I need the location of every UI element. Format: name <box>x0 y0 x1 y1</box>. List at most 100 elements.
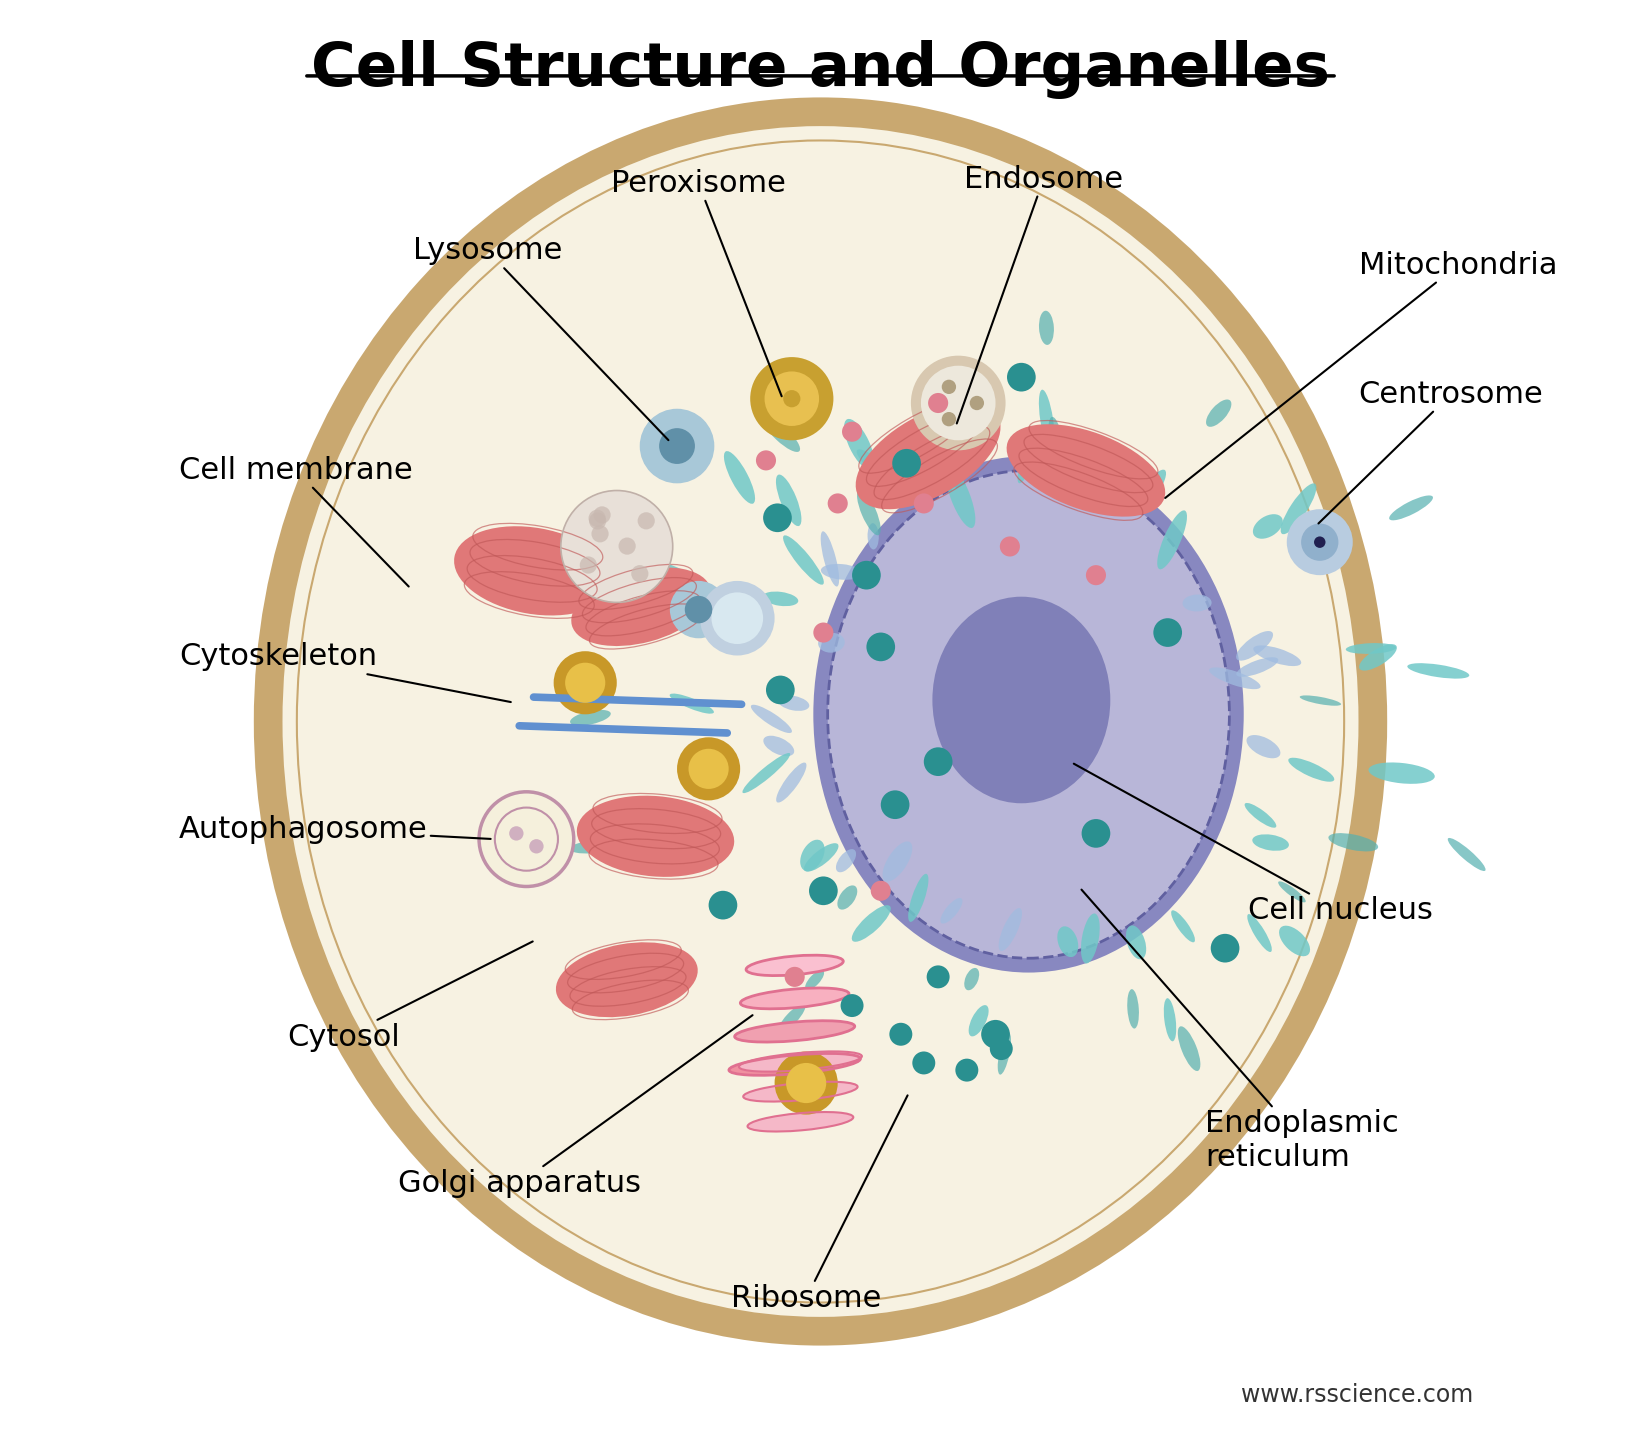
Ellipse shape <box>1280 483 1316 534</box>
Ellipse shape <box>784 967 804 987</box>
Ellipse shape <box>942 413 957 426</box>
Ellipse shape <box>778 696 809 711</box>
Ellipse shape <box>530 840 543 853</box>
Ellipse shape <box>689 749 729 789</box>
Ellipse shape <box>981 1020 1009 1049</box>
Ellipse shape <box>701 582 775 655</box>
Ellipse shape <box>765 371 819 426</box>
Ellipse shape <box>968 1006 988 1036</box>
Text: Endosome: Endosome <box>957 165 1122 423</box>
Ellipse shape <box>1247 913 1272 952</box>
Ellipse shape <box>1236 631 1273 661</box>
Ellipse shape <box>632 566 648 583</box>
Text: Lysosome: Lysosome <box>414 237 668 440</box>
Ellipse shape <box>591 525 609 543</box>
Ellipse shape <box>835 848 857 872</box>
Ellipse shape <box>1163 999 1177 1042</box>
Ellipse shape <box>729 1053 860 1075</box>
Ellipse shape <box>786 1063 825 1102</box>
Ellipse shape <box>1172 911 1195 942</box>
Ellipse shape <box>912 1052 935 1075</box>
Ellipse shape <box>776 762 806 802</box>
Ellipse shape <box>738 1052 862 1072</box>
Ellipse shape <box>1209 668 1260 690</box>
Ellipse shape <box>763 736 794 756</box>
Ellipse shape <box>747 955 843 975</box>
Ellipse shape <box>653 560 711 589</box>
Ellipse shape <box>763 504 793 532</box>
Ellipse shape <box>814 456 1244 973</box>
Ellipse shape <box>1086 566 1106 586</box>
Ellipse shape <box>814 622 834 642</box>
Ellipse shape <box>1081 913 1099 964</box>
Ellipse shape <box>907 874 929 922</box>
Ellipse shape <box>735 1020 855 1042</box>
Ellipse shape <box>763 592 798 606</box>
Ellipse shape <box>750 356 834 440</box>
Ellipse shape <box>1206 400 1231 427</box>
Text: Mitochondria: Mitochondria <box>1165 251 1557 498</box>
Ellipse shape <box>889 1023 912 1046</box>
Ellipse shape <box>990 1038 1012 1061</box>
Ellipse shape <box>254 98 1387 1345</box>
Ellipse shape <box>801 840 825 872</box>
Ellipse shape <box>740 988 848 1009</box>
Ellipse shape <box>1236 657 1278 677</box>
Ellipse shape <box>1408 664 1469 678</box>
Ellipse shape <box>589 512 606 530</box>
Ellipse shape <box>569 841 612 853</box>
Ellipse shape <box>819 633 845 652</box>
Text: Centrosome: Centrosome <box>1318 380 1543 524</box>
Ellipse shape <box>724 452 755 504</box>
Ellipse shape <box>1278 925 1310 957</box>
Ellipse shape <box>1008 362 1035 391</box>
Ellipse shape <box>757 450 776 470</box>
Ellipse shape <box>1346 644 1396 654</box>
Ellipse shape <box>932 597 1111 804</box>
Ellipse shape <box>940 898 963 924</box>
Ellipse shape <box>857 449 903 488</box>
Ellipse shape <box>619 537 635 554</box>
Ellipse shape <box>852 561 881 590</box>
Ellipse shape <box>763 417 801 452</box>
Ellipse shape <box>282 126 1359 1317</box>
Ellipse shape <box>927 965 950 988</box>
Ellipse shape <box>1301 524 1339 561</box>
Ellipse shape <box>852 905 891 942</box>
Text: Peroxisome: Peroxisome <box>610 169 786 397</box>
Ellipse shape <box>970 395 985 410</box>
Ellipse shape <box>1134 469 1167 512</box>
Ellipse shape <box>1329 833 1378 851</box>
Ellipse shape <box>783 390 801 407</box>
Ellipse shape <box>678 737 740 801</box>
Ellipse shape <box>1447 838 1485 872</box>
Ellipse shape <box>670 582 727 638</box>
Ellipse shape <box>1178 1026 1200 1071</box>
Ellipse shape <box>614 807 651 827</box>
Ellipse shape <box>1157 511 1186 570</box>
Ellipse shape <box>1006 424 1165 517</box>
Text: Cytosol: Cytosol <box>287 941 533 1052</box>
Ellipse shape <box>1211 934 1239 962</box>
Ellipse shape <box>742 753 791 794</box>
Ellipse shape <box>1278 882 1306 902</box>
Ellipse shape <box>709 890 737 919</box>
Ellipse shape <box>837 886 857 909</box>
Ellipse shape <box>809 876 837 905</box>
Ellipse shape <box>804 843 839 872</box>
Ellipse shape <box>827 494 848 514</box>
Ellipse shape <box>778 1004 806 1033</box>
Ellipse shape <box>569 710 610 726</box>
Ellipse shape <box>712 593 763 644</box>
Ellipse shape <box>1287 509 1352 576</box>
Ellipse shape <box>640 408 714 483</box>
Ellipse shape <box>868 524 880 550</box>
Ellipse shape <box>840 994 863 1017</box>
Ellipse shape <box>670 694 714 714</box>
Ellipse shape <box>661 961 679 984</box>
Ellipse shape <box>921 365 996 440</box>
Ellipse shape <box>561 491 673 602</box>
Ellipse shape <box>1081 820 1111 847</box>
Ellipse shape <box>929 392 948 413</box>
Text: Cytoskeleton: Cytoskeleton <box>179 642 510 703</box>
